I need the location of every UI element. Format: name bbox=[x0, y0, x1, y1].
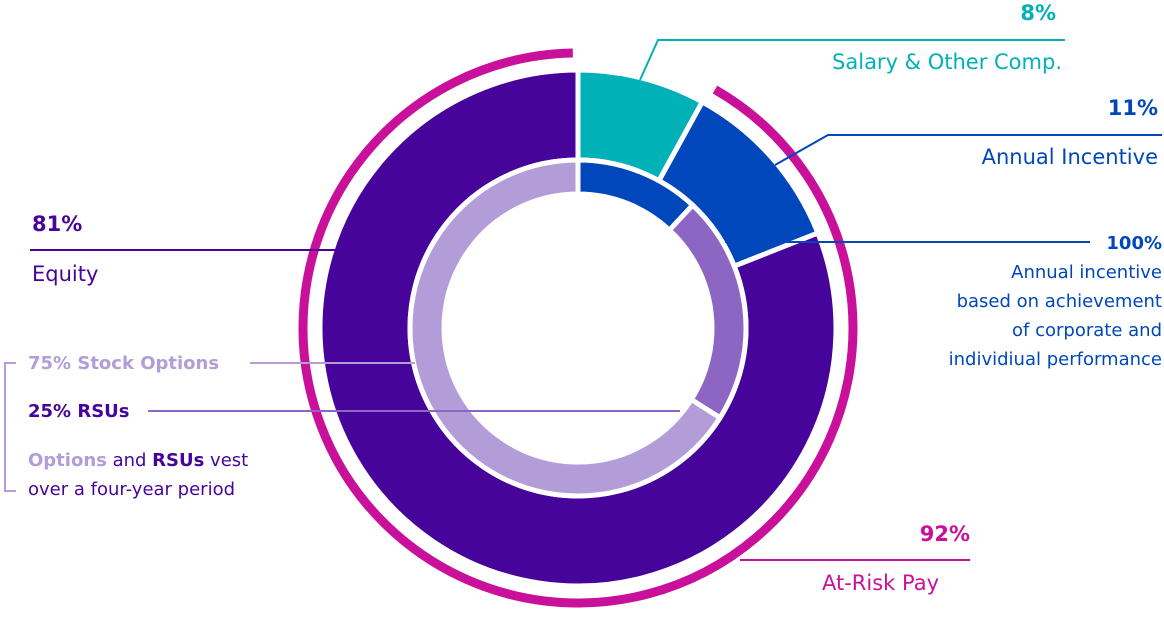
vesting-note-line-1: Options and RSUs vest bbox=[28, 446, 248, 475]
inner-ring-slice-stock-options bbox=[407, 157, 724, 499]
stock-options-label: 75% Stock Options bbox=[28, 353, 220, 374]
salary-name-label: Salary & Other Comp. bbox=[832, 50, 1062, 74]
vesting-options-word: Options bbox=[28, 450, 107, 471]
annual-percent-label: 11% bbox=[1107, 96, 1158, 120]
annual-detail-line-2: based on achievement bbox=[956, 291, 1162, 312]
equity-percent-label: 81% bbox=[32, 212, 83, 236]
annual-detail-line-3: of corporate and bbox=[1012, 320, 1162, 341]
annual-name-label: Annual Incentive bbox=[981, 145, 1158, 169]
vesting-vest-word: vest bbox=[204, 450, 249, 471]
annual-leader-line bbox=[774, 134, 1162, 166]
vesting-note: Options and RSUs vest over a four-year p… bbox=[28, 446, 248, 504]
vesting-rsus-word: RSUs bbox=[152, 450, 205, 471]
annual-detail-line-1: Annual incentive bbox=[1011, 262, 1162, 283]
rsus-label: 25% RSUs bbox=[28, 401, 130, 422]
salary-leader-line bbox=[639, 39, 1065, 81]
left-bracket bbox=[4, 362, 16, 492]
at-risk-name-label: At-Risk Pay bbox=[822, 571, 940, 595]
vesting-note-line-2: over a four-year period bbox=[28, 479, 236, 500]
annual-detail-block: 100% Annual incentive based on achieveme… bbox=[949, 229, 1162, 374]
equity-name-label: Equity bbox=[32, 262, 99, 286]
annual-detail-percent: 100% bbox=[1106, 233, 1162, 254]
leader-lines bbox=[4, 39, 1162, 561]
annual-detail-line-4: individiual performance bbox=[948, 349, 1162, 370]
salary-percent-label: 8% bbox=[1020, 1, 1056, 25]
at-risk-outer-arc bbox=[298, 48, 858, 608]
vesting-and-word: and bbox=[106, 450, 153, 471]
at-risk-percent-label: 92% bbox=[919, 522, 970, 546]
